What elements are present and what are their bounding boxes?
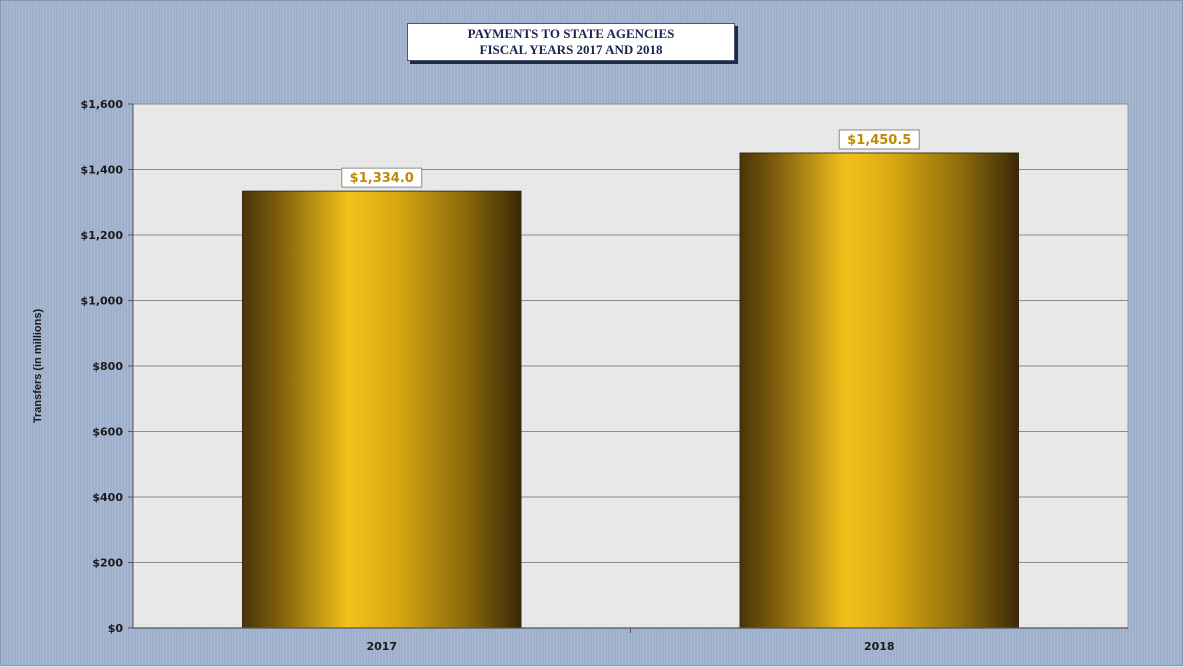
y-tick-label: $600: [92, 426, 123, 439]
data-label-box: [838, 129, 920, 150]
x-category-label: 2018: [864, 640, 895, 653]
y-tick-label: $800: [92, 360, 123, 373]
y-axis-title: Transfers (in millions): [32, 309, 44, 424]
bar: [242, 190, 522, 629]
y-tick-label: $200: [92, 557, 123, 570]
y-tick-label: $1,200: [81, 229, 124, 242]
data-labels: $1,334.0 $1,450.5: [341, 129, 920, 188]
x-category-label: 2017: [366, 640, 397, 653]
y-tick-label: $1,400: [81, 164, 124, 177]
data-label: $1,334.0: [350, 171, 414, 186]
data-label: $1,450.5: [847, 133, 911, 148]
bars: [242, 152, 1019, 629]
bar: [739, 152, 1019, 629]
data-label-box: [341, 167, 423, 188]
y-tick-label: $1,600: [81, 98, 124, 111]
y-tick-label: $400: [92, 491, 123, 504]
chart-title-line-2: FISCAL YEARS 2017 AND 2018: [479, 42, 663, 57]
y-tick-label: $1,000: [81, 295, 124, 308]
chart-title: PAYMENTS TO STATE AGENCIES FISCAL YEARS …: [407, 23, 735, 61]
y-tick-label: $0: [108, 622, 124, 635]
chart-title-line-1: PAYMENTS TO STATE AGENCIES: [467, 26, 675, 41]
axes: $0 $200 $400 $600 $800 $1,000 $1,200 $1,400 $1,6…: [32, 98, 1128, 653]
